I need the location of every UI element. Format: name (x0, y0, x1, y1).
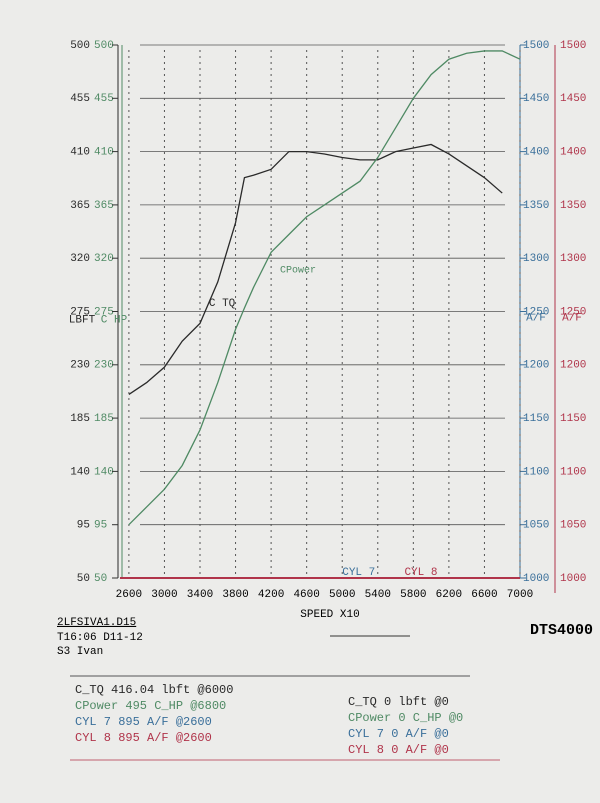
y2-tick-label: 1100 (523, 466, 549, 478)
y2-tick-label: 1200 (523, 360, 549, 372)
summary-line: C_TQ 0 lbft @0 (348, 695, 449, 709)
summary-line: CPower 495 C_HP @6800 (75, 699, 226, 713)
y2-tick-label: 1250 (523, 306, 549, 318)
y-tick-label: 320 (94, 253, 114, 265)
y2-tick-label: 1350 (560, 200, 586, 212)
y-tick-label: 230 (94, 360, 114, 372)
y2-tick-label: 1500 (560, 40, 586, 52)
y-tick-label: 500 (94, 40, 114, 52)
annotation: CYL 7 (342, 567, 375, 579)
y2-tick-label: 1050 (523, 520, 549, 532)
y-tick-label: 185 (70, 413, 90, 425)
run-file: 2LFSIVA1.D15 (57, 617, 136, 629)
y2-tick-label: 1250 (560, 306, 586, 318)
y-axis-label: C HP (101, 314, 128, 326)
run-time: T16:06 D11-12 (57, 632, 143, 644)
series-label: CPower (280, 266, 316, 277)
y-axis-label: LBFT (69, 314, 96, 326)
y2-axis-label: A/F (562, 312, 582, 324)
series-line (128, 50, 521, 526)
y-tick-label: 140 (94, 466, 114, 478)
x-tick-label: 4200 (258, 589, 284, 601)
y-tick-label: 50 (94, 573, 107, 585)
annotation: CYL 8 (404, 567, 437, 579)
y-tick-label: 410 (94, 147, 114, 159)
y2-tick-label: 1450 (523, 93, 549, 105)
x-tick-label: 2600 (116, 589, 142, 601)
y2-tick-label: 1500 (523, 40, 549, 52)
y2-tick-label: 1000 (560, 573, 586, 585)
x-tick-label: 5400 (365, 589, 391, 601)
y-tick-label: 185 (94, 413, 114, 425)
y2-tick-label: 1000 (523, 573, 549, 585)
series-label: C TQ (209, 298, 236, 310)
x-tick-label: 6600 (471, 589, 497, 601)
run-name: S3 Ivan (57, 646, 103, 658)
y-tick-label: 365 (70, 200, 90, 212)
y-tick-label: 95 (77, 520, 90, 532)
x-tick-label: 3800 (222, 589, 248, 601)
y-tick-label: 95 (94, 520, 107, 532)
y-tick-label: 140 (70, 466, 90, 478)
y2-tick-label: 1400 (560, 147, 586, 159)
summary-line: CYL 7 895 A/F @2600 (75, 715, 212, 729)
y-tick-label: 275 (70, 306, 90, 318)
y2-tick-label: 1150 (560, 413, 586, 425)
series-line (128, 143, 503, 395)
y2-tick-label: 1300 (560, 253, 586, 265)
x-tick-label: 4600 (293, 589, 319, 601)
brand: DTS4000 (530, 622, 593, 639)
x-tick-label: 3000 (151, 589, 177, 601)
x-tick-label: 3400 (187, 589, 213, 601)
x-axis-label: SPEED X10 (300, 609, 359, 621)
summary-line: CPower 0 C_HP @0 (348, 711, 463, 725)
y2-tick-label: 1200 (560, 360, 586, 372)
y2-axis-label: A/F (526, 312, 546, 324)
y2-tick-label: 1350 (523, 200, 549, 212)
y-tick-label: 50 (77, 573, 90, 585)
x-tick-label: 6200 (436, 589, 462, 601)
y2-tick-label: 1100 (560, 466, 586, 478)
summary-line: CYL 7 0 A/F @0 (348, 727, 449, 741)
x-tick-label: 5000 (329, 589, 355, 601)
y-tick-label: 500 (70, 40, 90, 52)
summary-line: CYL 8 895 A/F @2600 (75, 731, 212, 745)
summary-line: CYL 8 0 A/F @0 (348, 743, 449, 757)
y-tick-label: 320 (70, 253, 90, 265)
y-tick-label: 275 (94, 306, 114, 318)
y-tick-label: 455 (70, 93, 90, 105)
y2-tick-label: 1050 (560, 520, 586, 532)
y-tick-label: 410 (70, 147, 90, 159)
y2-tick-label: 1450 (560, 93, 586, 105)
x-tick-label: 7000 (507, 589, 533, 601)
y-tick-label: 230 (70, 360, 90, 372)
y2-tick-label: 1300 (523, 253, 549, 265)
y-tick-label: 365 (94, 200, 114, 212)
y2-tick-label: 1150 (523, 413, 549, 425)
y2-tick-label: 1400 (523, 147, 549, 159)
y-tick-label: 455 (94, 93, 114, 105)
summary-line: C_TQ 416.04 lbft @6000 (75, 683, 233, 697)
x-tick-label: 5800 (400, 589, 426, 601)
